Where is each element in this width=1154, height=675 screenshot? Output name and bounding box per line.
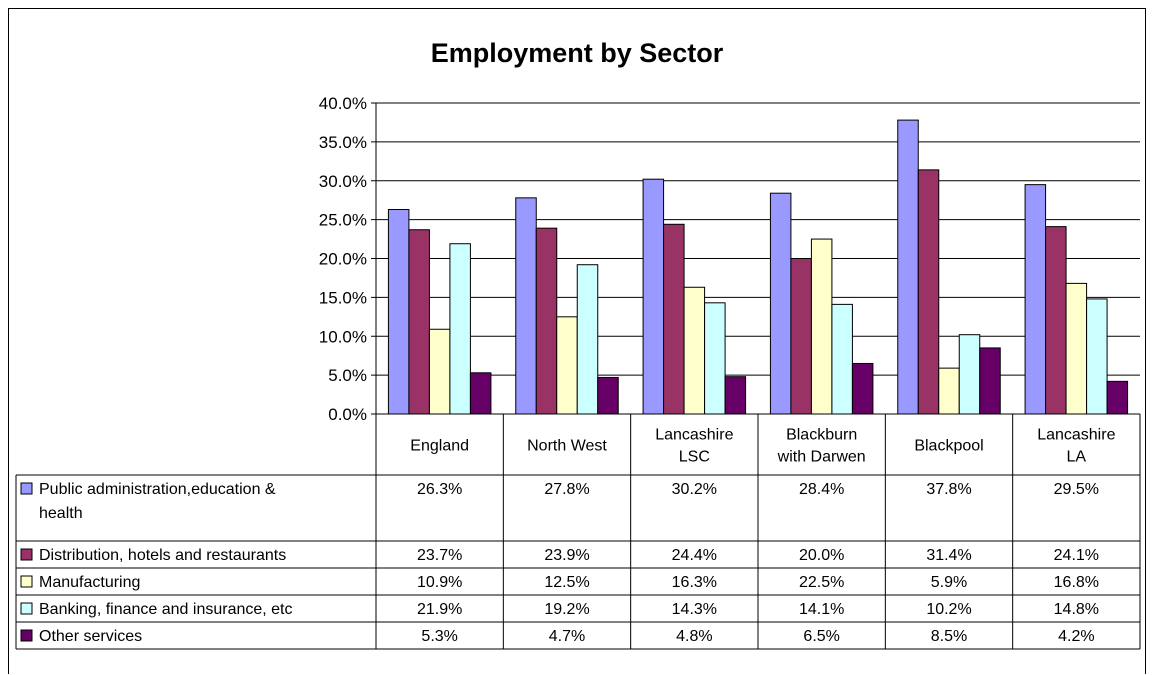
data-label: 30.2% (672, 481, 717, 498)
bar (449, 243, 471, 415)
bar (917, 169, 940, 415)
data-label: 23.9% (544, 547, 589, 564)
bar (469, 372, 492, 415)
bar (663, 223, 685, 415)
legend-label: Public administration,education & (39, 481, 276, 498)
legend-key (20, 482, 33, 495)
chart-frame (8, 8, 1146, 674)
category-label: Blackburn (786, 427, 857, 444)
bar (1045, 226, 1067, 415)
data-label: 27.8% (544, 481, 589, 498)
data-label: 4.7% (549, 628, 585, 645)
category-label: England (410, 438, 469, 455)
data-label: 22.5% (799, 574, 844, 591)
legend-key (20, 548, 33, 561)
y-tick-label: 30.0% (319, 172, 367, 191)
bar (938, 367, 960, 415)
bar (897, 119, 919, 415)
y-tick-label: 40.0% (319, 94, 367, 113)
legend-label: Distribution, hotels and restaurants (39, 547, 286, 564)
data-label: 12.5% (544, 574, 589, 591)
legend-key (20, 602, 33, 615)
y-tick-label: 10.0% (319, 327, 367, 346)
data-label: 24.4% (672, 547, 717, 564)
data-label: 24.1% (1054, 547, 1099, 564)
y-tick-label: 15.0% (319, 288, 367, 307)
data-label: 37.8% (926, 481, 971, 498)
legend-key (20, 629, 33, 642)
bar (683, 286, 706, 415)
bar (428, 328, 451, 415)
data-label: 23.7% (417, 547, 462, 564)
data-label: 29.5% (1054, 481, 1099, 498)
bar (1024, 184, 1047, 415)
bar (790, 258, 812, 415)
bar (408, 229, 430, 415)
data-label: 16.8% (1054, 574, 1099, 591)
bar (851, 362, 874, 415)
y-tick-label: 20.0% (319, 250, 367, 269)
data-label: 5.3% (421, 628, 457, 645)
data-label: 4.8% (676, 628, 712, 645)
data-label: 10.9% (417, 574, 462, 591)
data-label: 21.9% (417, 601, 462, 618)
bar (576, 264, 599, 415)
y-tick-label: 25.0% (319, 211, 367, 230)
category-label: Blackpool (914, 438, 983, 455)
category-label: LA (1067, 449, 1087, 466)
data-label: 10.2% (926, 601, 971, 618)
bar (979, 347, 1001, 415)
data-label: 14.3% (672, 601, 717, 618)
category-label: Lancashire (655, 427, 733, 444)
bar (831, 303, 853, 415)
category-label: North West (527, 438, 607, 455)
legend-key (20, 575, 33, 588)
data-label: 28.4% (799, 481, 844, 498)
bar (597, 376, 619, 415)
y-tick-label: 5.0% (328, 366, 367, 385)
bar (1086, 298, 1108, 415)
category-label: LSC (679, 449, 710, 466)
data-label: 4.2% (1058, 628, 1094, 645)
bar (515, 197, 537, 415)
bar (556, 316, 578, 415)
bar (535, 227, 558, 415)
data-label: 14.1% (799, 601, 844, 618)
bar (1106, 380, 1129, 415)
data-label: 31.4% (926, 547, 971, 564)
bar (724, 376, 747, 415)
data-label: 6.5% (803, 628, 839, 645)
legend-label: Manufacturing (39, 574, 140, 591)
category-label: Lancashire (1037, 427, 1115, 444)
data-label: 20.0% (799, 547, 844, 564)
bar (642, 178, 665, 415)
data-label: 5.9% (931, 574, 967, 591)
bar (958, 334, 981, 415)
data-label: 19.2% (544, 601, 589, 618)
bar (387, 209, 410, 415)
bar (1065, 282, 1088, 415)
y-tick-label: 0.0% (328, 405, 367, 424)
data-label: 14.8% (1054, 601, 1099, 618)
legend-label: Other services (39, 628, 142, 645)
chart-title: Employment by Sector (430, 38, 724, 68)
data-label: 16.3% (672, 574, 717, 591)
category-label: with Darwen (777, 449, 866, 466)
bar (810, 238, 833, 415)
bar (769, 192, 792, 415)
y-tick-label: 35.0% (319, 133, 367, 152)
data-label: 26.3% (417, 481, 462, 498)
legend-label: health (39, 505, 83, 522)
data-label: 8.5% (931, 628, 967, 645)
legend-label: Banking, finance and insurance, etc (39, 601, 293, 618)
bar (704, 302, 726, 415)
